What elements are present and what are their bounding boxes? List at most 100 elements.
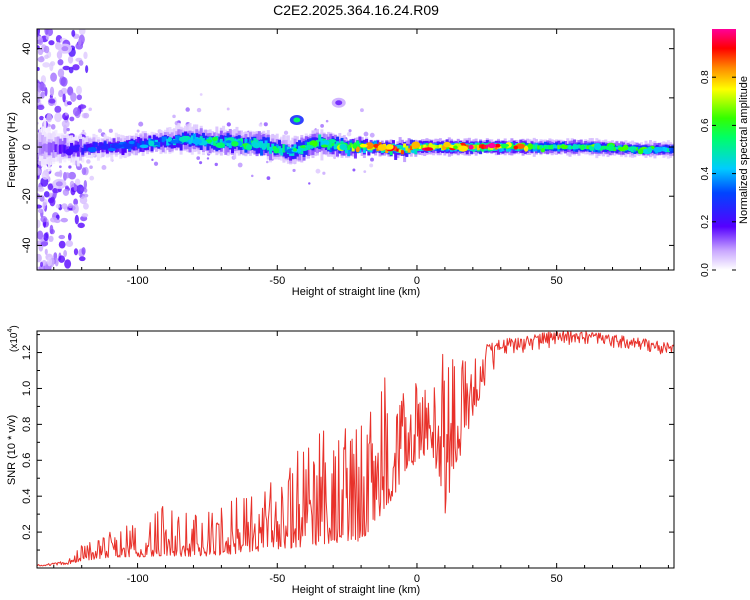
spectrogram-x-tick-label: -100: [127, 275, 149, 287]
spectrogram-cell: [96, 145, 100, 151]
spectrogram-cell: [83, 112, 90, 119]
spectrogram-cell: [251, 174, 254, 178]
spectrogram-cell: [76, 85, 82, 95]
spectrogram-cell: [269, 146, 273, 154]
spectrogram-panel: -100 -50 0 50 -40 -20 0 20 40 Height of straight…: [6, 28, 675, 298]
spectrogram-cell: [589, 145, 595, 151]
spectrogram-cell: [349, 142, 353, 148]
spectrogram-cell: [132, 141, 136, 151]
spectrogram-cell: [214, 162, 218, 167]
snr-x-tick-label: -100: [127, 573, 149, 585]
spectrogram-cell: [39, 115, 44, 121]
spectrogram-cell: [369, 163, 374, 168]
spectrogram-cell: [81, 148, 85, 155]
spectrogram-cell: [453, 145, 458, 149]
spectrogram-cell: [242, 137, 246, 148]
spectrogram-cell: [557, 145, 561, 150]
spectrogram-cell: [476, 145, 480, 151]
spectrogram-cell: [40, 91, 45, 99]
snr-frame: [36, 330, 675, 569]
spectrogram-cell: [664, 147, 668, 153]
spectrogram-cell: [555, 145, 559, 149]
spectrogram-cell: [48, 40, 55, 46]
spectrogram-cell: [58, 255, 66, 263]
spectrogram-x-tick-label: 0: [414, 275, 420, 287]
spectrogram-cell: [44, 54, 49, 59]
spectrogram-cell: [47, 183, 54, 191]
spectrogram-cell: [78, 104, 87, 109]
spectrogram-cell: [358, 143, 362, 149]
spectrogram-cell: [66, 101, 72, 106]
spectrogram-cell: [222, 135, 226, 147]
spectrogram-cell: [485, 144, 489, 149]
spectrogram-cell: [64, 112, 68, 116]
spectrogram-cell: [177, 135, 181, 144]
spectrogram-cell: [273, 147, 280, 154]
spectrogram-cell: [266, 143, 270, 151]
spectrogram-cell: [360, 108, 364, 113]
spectrogram-cell: [318, 137, 322, 150]
spectrogram-cell: [99, 142, 103, 148]
spectrogram-cell: [137, 143, 141, 149]
spectrogram-cell: [532, 144, 536, 150]
spectrogram-cell: [37, 38, 44, 46]
spectrogram-cell: [82, 129, 85, 133]
spectrogram-cell: [45, 34, 50, 40]
spectrogram-cell: [438, 144, 442, 148]
spectrogram-cell: [101, 165, 107, 170]
spectrogram-cell: [263, 122, 268, 127]
spectrogram-cell: [76, 144, 80, 152]
spectrogram-cell: [56, 50, 63, 60]
spectrogram-cell: [37, 204, 43, 209]
spectrogram-cell: [386, 143, 394, 150]
spectrogram-cell: [175, 135, 179, 143]
spectrogram-cell: [79, 147, 83, 152]
spectrogram-cell: [352, 143, 358, 149]
spectrogram-cell: [226, 140, 230, 147]
spectrogram-cell: [282, 144, 286, 153]
spectrogram-cell: [356, 140, 360, 147]
spectrogram-cell: [46, 113, 53, 123]
spectrogram-cell: [136, 129, 140, 133]
spectrogram-cell: [68, 171, 77, 180]
spectrogram-cell: [94, 142, 98, 148]
spectrogram-cell: [284, 144, 288, 152]
spectrogram-cell: [50, 123, 56, 130]
spectrogram-cell: [398, 149, 402, 153]
spectrogram-cell: [487, 142, 496, 149]
spectrogram-cell: [76, 94, 82, 101]
spectrogram-cell: [280, 148, 284, 156]
spectrogram-cell: [49, 196, 56, 207]
spectrogram-cell: [49, 192, 53, 196]
colorbar-gradient: [712, 29, 736, 270]
spectrogram-cell: [52, 187, 60, 194]
spectrogram-cell: [188, 137, 192, 145]
spectrogram-cell: [527, 143, 533, 150]
spectrogram-cell: [85, 143, 93, 148]
spectrogram-cell: [400, 145, 404, 155]
spectrogram-cell: [62, 65, 71, 71]
spectrogram-cell: [43, 143, 47, 152]
spectrogram-cell: [37, 104, 45, 110]
spectrogram-cell: [425, 145, 429, 150]
spectrogram-cell: [215, 142, 226, 149]
spectrogram-x-label: Height of straight line (km): [292, 286, 420, 298]
spectrogram-cell: [37, 208, 44, 214]
spectrogram-cell: [141, 140, 145, 146]
spectrogram-cell: [226, 122, 231, 127]
spectrogram-cell: [83, 188, 88, 193]
spectrogram-cell: [376, 146, 380, 152]
snr-x-label: Height of straight line (km): [292, 584, 420, 596]
spectrogram-cell: [199, 161, 203, 165]
spectrogram-cell: [63, 145, 67, 154]
spectrogram-cell: [546, 145, 550, 150]
spectrogram-cell: [39, 55, 44, 61]
spectrogram-cell: [515, 143, 526, 149]
spectrogram-cell: [62, 93, 66, 103]
spectrogram-cell: [107, 147, 116, 152]
spectrogram-cell: [78, 60, 84, 66]
spectrogram-cell: [77, 222, 85, 229]
spectrogram-cell: [61, 144, 65, 153]
spectrogram-cell: [48, 235, 54, 242]
spectrogram-cell: [77, 38, 82, 47]
